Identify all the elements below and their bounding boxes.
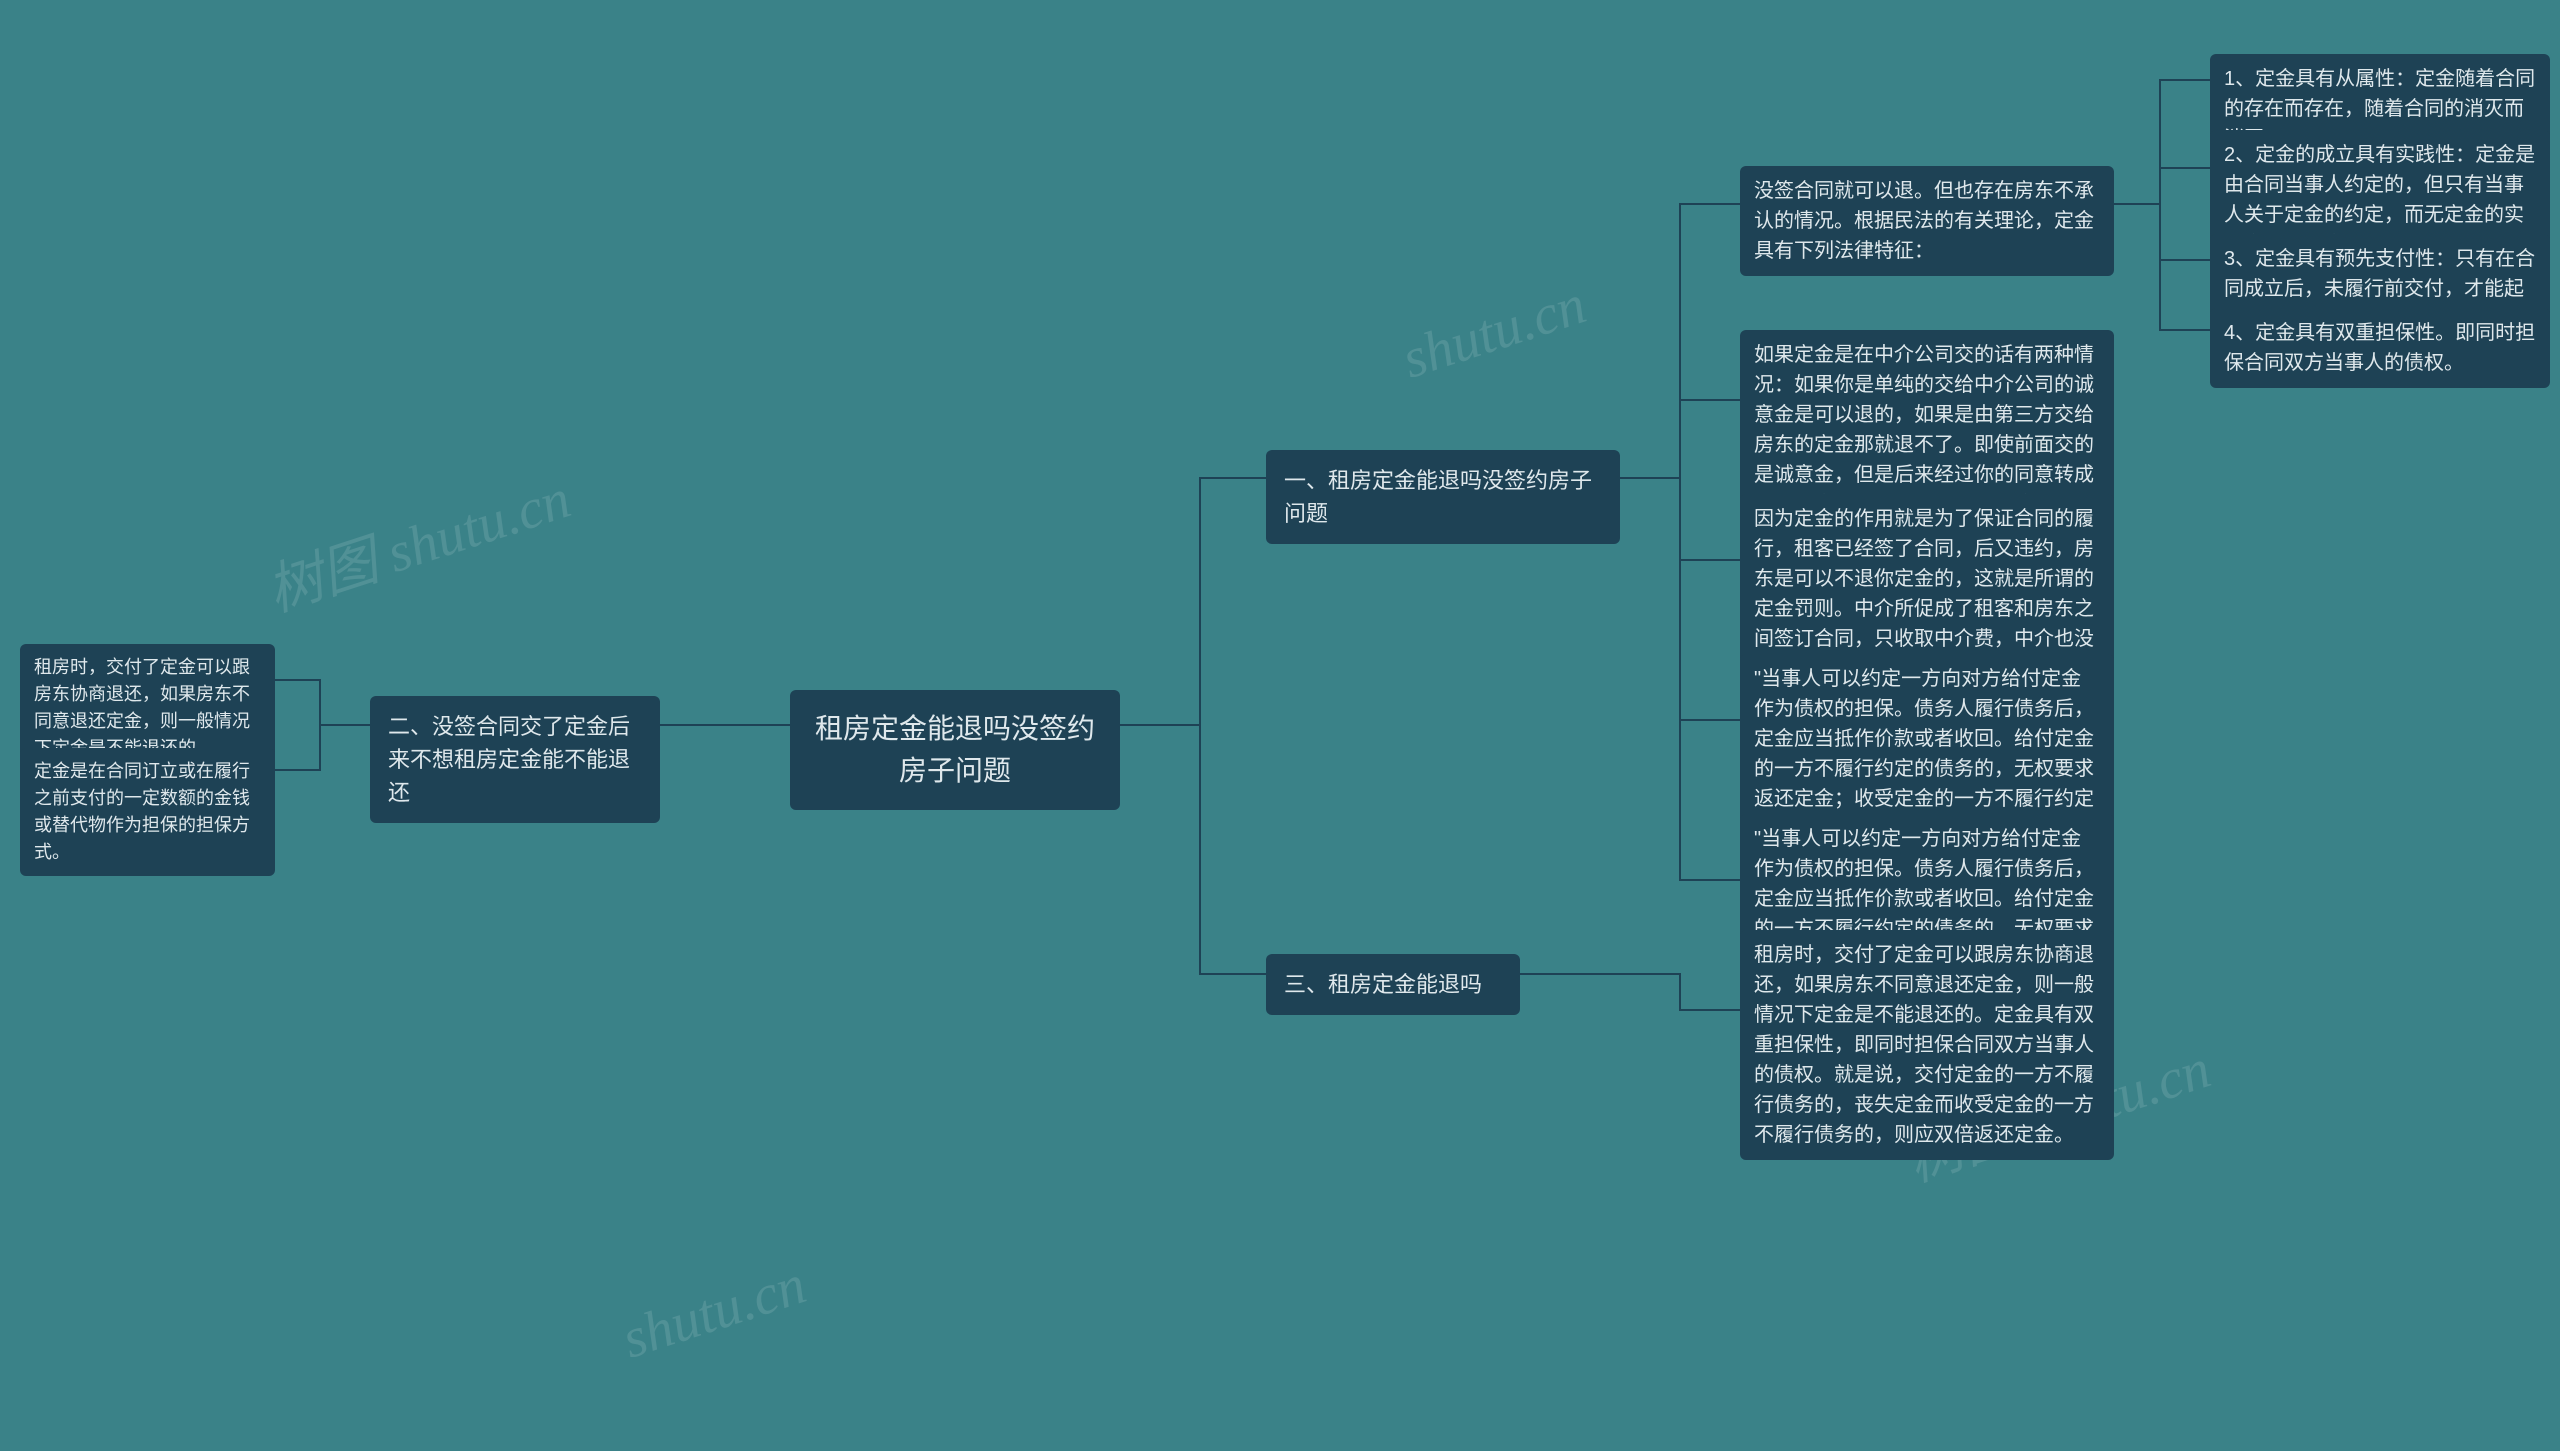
branch1-child1-leaf4[interactable]: 4、定金具有双重担保性。即同时担保合同双方当事人的债权。: [2210, 308, 2550, 388]
branch2-child2[interactable]: 定金是在合同订立或在履行之前支付的一定数额的金钱或替代物作为担保的担保方式。: [20, 748, 275, 876]
watermark: shutu.cn: [1395, 272, 1594, 391]
watermark: 树图 shutu.cn: [255, 453, 579, 627]
branch1[interactable]: 一、租房定金能退吗没签约房子问题: [1266, 450, 1620, 544]
root-node[interactable]: 租房定金能退吗没签约房子问题: [790, 690, 1120, 810]
branch2[interactable]: 二、没签合同交了定金后来不想租房定金能不能退还: [370, 696, 660, 823]
branch1-child1[interactable]: 没签合同就可以退。但也存在房东不承认的情况。根据民法的有关理论，定金具有下列法律…: [1740, 166, 2114, 276]
branch3[interactable]: 三、租房定金能退吗: [1266, 954, 1520, 1015]
watermark: shutu.cn: [615, 1252, 814, 1371]
branch3-child1[interactable]: 租房时，交付了定金可以跟房东协商退还，如果房东不同意退还定金，则一般情况下定金是…: [1740, 930, 2114, 1160]
